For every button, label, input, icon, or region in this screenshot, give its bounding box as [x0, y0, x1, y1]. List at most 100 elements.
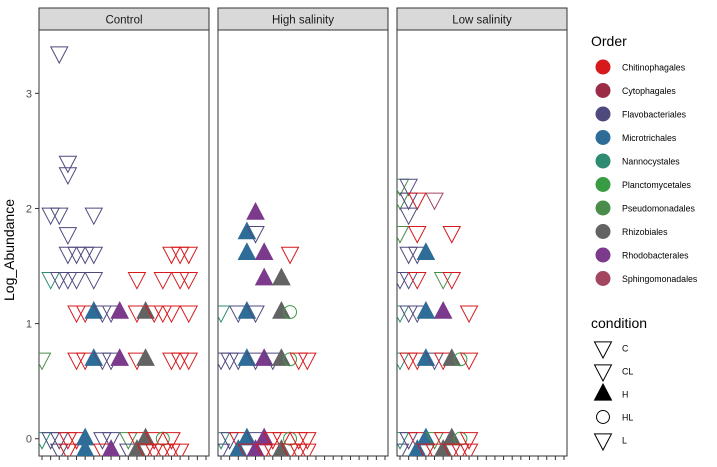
data-point-flavobacteriales-c [84, 246, 104, 265]
data-point-chitinophagales-l [272, 432, 291, 450]
data-point-chitinophagales-l [297, 443, 317, 456]
data-point-chitinophagales-l [170, 443, 190, 456]
facet-panel-frame [38, 29, 210, 457]
legend-label-cytophagales: Cytophagales [622, 86, 676, 96]
legend-key-flavobacteriales [595, 106, 611, 122]
data-point-microtrichales-h [416, 242, 436, 260]
data-point-microtrichales-h [76, 439, 95, 456]
data-point-chitinophagales-l [144, 432, 164, 450]
y-tick-label: 2 [26, 203, 32, 215]
data-point-chitinophagales-l [407, 192, 427, 211]
data-point-flavobacteriales-c [58, 167, 78, 186]
data-point-rhodobacterales-h [254, 242, 274, 260]
data-point-chitinophagales-l [459, 352, 479, 371]
facet-panel-low-salinity: Low salinity [396, 7, 568, 460]
data-point-flavobacteriales-c [101, 432, 121, 450]
data-point-microtrichales-h [416, 300, 436, 319]
data-point-chitinophagales-l [280, 246, 300, 265]
data-point-chitinophagales-l [153, 272, 173, 290]
data-point-rhodobacterales-h [110, 348, 130, 366]
legend-label-pseudomonadales: Pseudomonadales [622, 204, 695, 214]
facet-panel-frame [217, 29, 389, 457]
facet-panel-high-salinity: High salinity [217, 7, 389, 460]
legend-key-condition-c [593, 341, 613, 360]
legend-key-pseudomonadales [595, 200, 611, 216]
data-point-chitinophagales-l [179, 272, 199, 290]
legend-key-condition-h [593, 382, 613, 401]
data-point-chitinophagales-l [179, 246, 199, 265]
y-tick-label: 3 [26, 88, 32, 100]
legend-key-rhizobiales [595, 224, 611, 239]
data-point-chitinophagales-l [162, 432, 181, 450]
data-point-rhizobiales-h [272, 300, 291, 319]
legend-label-condition-c: C [622, 344, 629, 354]
data-point-chitinophagales-l [442, 272, 462, 290]
y-axis-title: Log_Abundance [1, 199, 17, 301]
legend-key-microtrichales [595, 130, 611, 145]
data-point-chitinophagales-l [459, 305, 479, 324]
data-point-flavobacteriales-c [58, 227, 78, 245]
data-point-nannocystales-cl [218, 305, 231, 324]
legend-key-cytophagales [595, 83, 611, 98]
data-point-chitinophagales-l [179, 352, 199, 371]
data-point-pseudomonadales-cl [397, 226, 410, 244]
data-point-chitinophagales-l [297, 432, 317, 450]
data-point-rhizobiales-h [272, 267, 291, 286]
legend-label-planctomycetales: Planctomycetales [622, 180, 692, 190]
data-point-flavobacteriales-c [246, 305, 265, 324]
data-point-chitinophagales-l [442, 226, 462, 244]
data-point-rhodobacterales-h [433, 300, 453, 319]
data-point-chitinophagales-l [407, 272, 427, 290]
legend-label-condition-l: L [622, 436, 627, 446]
legend-label-nannocystales: Nannocystales [622, 157, 680, 167]
legend-key-condition-hl [596, 410, 610, 424]
facet-strip-label: Low salinity [452, 15, 512, 27]
data-point-chitinophagales-l [58, 443, 78, 456]
data-point-chitinophagales-l [127, 272, 147, 290]
legend-label-rhizobiales: Rhizobiales [622, 227, 668, 237]
facet-panel-control: Control 0 1 2 3 [26, 7, 210, 460]
facet-panels: Control 0 1 2 3 High salinity Low salinity [26, 7, 568, 460]
data-point-flavobacteriales-c [399, 207, 418, 226]
y-tick-label: 1 [26, 319, 32, 331]
data-point-rhodobacterales-h [102, 439, 120, 456]
data-point-rhizobiales-h [272, 348, 291, 366]
legend-label-condition-h: H [622, 390, 628, 400]
legend-key-chitinophagales [595, 59, 611, 75]
legend-label-condition-hl: HL [622, 413, 633, 423]
data-point-chitinophagales-l [407, 226, 427, 244]
data-point-chitinophagales-l [162, 305, 181, 324]
legend-label-sphingomonadales: Sphingomonadales [622, 274, 698, 284]
data-point-rhodobacterales-h [110, 300, 130, 319]
data-point-flavobacteriales-c [49, 46, 69, 65]
data-point-planctomycetales-hl [283, 305, 298, 320]
data-point-flavobacteriales-c [399, 178, 418, 197]
data-point-microtrichales-h [237, 242, 257, 260]
data-point-chitinophagales-l [179, 305, 199, 324]
facet-panel-frame [396, 29, 568, 457]
y-tick-label: 0 [26, 434, 32, 446]
facet-points [39, 46, 199, 456]
data-point-flavobacteriales-c [397, 443, 410, 456]
legend-label-chitinophagales: Chitinophagales [622, 63, 686, 73]
legend-key-nannocystales [595, 153, 611, 169]
data-point-chitinophagales-l [459, 432, 479, 450]
data-point-pseudomonadales-cl [39, 352, 52, 371]
data-point-flavobacteriales-c [58, 155, 78, 174]
legend-key-condition-l [593, 433, 613, 452]
legend-label-rhodobacterales: Rhodobacterales [622, 251, 689, 261]
data-point-flavobacteriales-c [246, 226, 265, 244]
legend-key-condition-cl [593, 364, 613, 383]
data-point-flavobacteriales-c [49, 207, 69, 226]
legend-condition: C CL H HL L [593, 341, 633, 452]
data-point-flavobacteriales-c [84, 272, 104, 290]
data-point-chitinophagales-l [297, 352, 317, 371]
data-point-rhodobacterales-h [254, 267, 274, 286]
facet-points [218, 201, 317, 456]
data-point-rhizobiales-h [442, 348, 462, 366]
legend-key-sphingomonadales [595, 271, 611, 286]
facet-points [397, 178, 479, 456]
legend-title-order: Order [591, 33, 627, 49]
data-point-sphingomonadales-l [425, 192, 444, 211]
